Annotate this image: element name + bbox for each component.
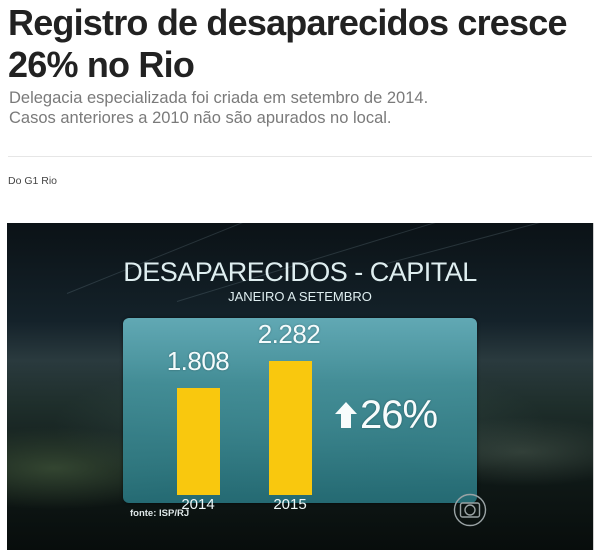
bar-2015 (269, 361, 312, 495)
subtitle-line-1: Delegacia especializada foi criada em se… (9, 89, 429, 107)
bar-label-2015: 2015 (273, 496, 307, 513)
subtitle-line-2: Casos anteriores a 2010 não são apurados… (9, 109, 392, 127)
infographic-image: DESAPARECIDOS - CAPITAL JANEIRO A SETEMB… (7, 223, 594, 550)
change-indicator: 26% (334, 393, 438, 437)
chart-panel: 1.808 2014 2.282 2015 26% (123, 318, 477, 513)
article-headline: Registro de desaparecidos cresce 26% no … (8, 2, 567, 85)
bar-value-2014: 1.808 (166, 346, 230, 376)
globo-logo-icon (453, 493, 487, 527)
byline: Do G1 Rio (8, 175, 58, 187)
divider (8, 156, 592, 157)
bar-2014 (177, 388, 220, 495)
article-subtitle: Delegacia especializada foi criada em se… (9, 88, 599, 128)
up-arrow-icon (335, 402, 357, 428)
bar-label-2014: 2014 (181, 496, 215, 513)
chart-source: fonte: ISP/RJ (130, 508, 190, 519)
chart-title: DESAPARECIDOS - CAPITAL (123, 257, 477, 287)
change-percent: 26% (360, 393, 438, 437)
bar-value-2015: 2.282 (257, 319, 321, 349)
chart-subtitle: JANEIRO A SETEMBRO (228, 289, 372, 304)
